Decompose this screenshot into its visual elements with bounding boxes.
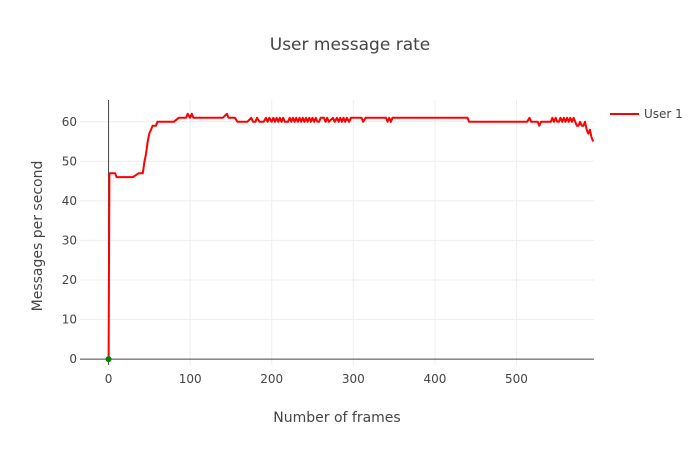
x-axis-title: Number of frames <box>273 410 400 426</box>
legend-label-user-1: User 1 <box>644 107 683 121</box>
gridlines <box>80 100 594 365</box>
legend[interactable]: User 1 <box>610 107 683 121</box>
chart-title: User message rate <box>270 35 431 55</box>
series-layer <box>105 112 595 363</box>
x-tick-label: 100 <box>179 372 202 386</box>
y-tick-label: 30 <box>62 233 77 247</box>
x-tick-label: 0 <box>105 372 113 386</box>
y-tick-label: 50 <box>62 154 77 168</box>
x-tick-label: 200 <box>260 372 283 386</box>
series-line-user-1[interactable] <box>107 112 595 360</box>
x-tick-label: 400 <box>423 372 446 386</box>
y-tick-label: 20 <box>62 273 77 287</box>
y-tick-label: 60 <box>62 115 77 129</box>
data-point-marker[interactable] <box>105 356 112 363</box>
x-tick-label: 500 <box>505 372 528 386</box>
y-axis-title: Messages per second <box>30 161 46 312</box>
y-tick-label: 40 <box>62 194 77 208</box>
x-tick-label: 300 <box>342 372 365 386</box>
y-tick-label: 0 <box>69 352 77 366</box>
tick-labels: 0 10 20 30 40 50 60 0 100 200 300 400 500 <box>62 115 528 386</box>
y-tick-label: 10 <box>62 313 77 327</box>
